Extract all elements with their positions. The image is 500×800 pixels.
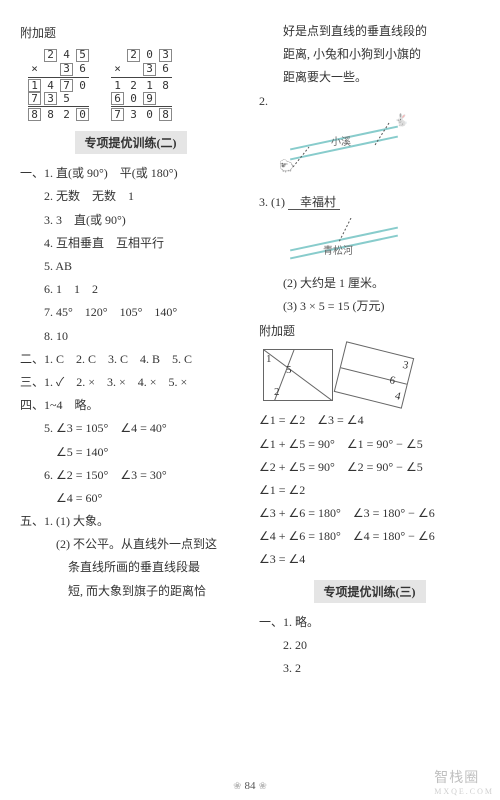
times-sign: × <box>111 62 124 76</box>
river-diagram: 青松河 <box>279 218 409 268</box>
digit-box: 3 <box>60 63 73 76</box>
answer-line: (2) 大约是 1 厘米。 <box>259 274 480 293</box>
angle-label: 2 <box>274 386 280 398</box>
continuation-line: 距离, 小兔和小狗到小旗的 <box>259 45 480 64</box>
angle-label: 1 <box>266 353 272 365</box>
answer-line: 五、1. (1) 大象。 <box>20 512 241 531</box>
rectangle-right: 3 6 4 <box>334 342 415 409</box>
digit-box: 7 <box>111 108 124 121</box>
training-3-heading: 专项提优训练(三) <box>314 580 426 603</box>
answer-line: ∠5 = 140° <box>20 443 241 462</box>
right-column: 好是点到直线的垂直线段的 距离, 小兔和小狗到小旗的 距离要大一些。 2. 小溪… <box>259 20 480 760</box>
appendix-heading-left: 附加题 <box>20 24 241 41</box>
answer-line: 5. ∠3 = 105° ∠4 = 40° <box>20 419 241 438</box>
answer-line: 二、1. C 2. C 3. C 4. B 5. C <box>20 350 241 369</box>
continuation-line: 好是点到直线的垂直线段的 <box>259 22 480 41</box>
answer-line: 4. 互相垂直 互相平行 <box>20 234 241 253</box>
left-column: 附加题 245 ×36 1470 735 8820 203 ×36 1218 6… <box>20 20 241 760</box>
answer-line: 四、1~4 略。 <box>20 396 241 415</box>
equation-line: ∠1 + ∠5 = 90° ∠1 = 90° − ∠5 <box>259 435 480 454</box>
answer-line: 一、1. 略。 <box>259 613 480 632</box>
question-3-1: 3. (1) 幸福村 <box>259 193 480 212</box>
appendix-heading-right: 附加题 <box>259 322 480 339</box>
digit-box: 2 <box>44 49 57 62</box>
mult-problem-1: 245 ×36 1470 735 8820 <box>28 49 89 121</box>
equation-line: ∠2 + ∠5 = 90° ∠2 = 90° − ∠5 <box>259 458 480 477</box>
digit-box: 7 <box>60 79 73 92</box>
digit-box: 8 <box>159 108 172 121</box>
times-sign: × <box>28 62 41 76</box>
digit-box: 3 <box>159 49 172 62</box>
answer-line: ∠4 = 60° <box>20 489 241 508</box>
equation-line: ∠1 = ∠2 ∠3 = ∠4 <box>259 411 480 430</box>
angle-label: 5 <box>286 364 292 376</box>
answer-line: (3) 3 × 5 = 15 (万元) <box>259 297 480 316</box>
answer-line: 2. 20 <box>259 636 480 655</box>
equation-line: ∠3 + ∠6 = 180° ∠3 = 180° − ∠6 <box>259 504 480 523</box>
answer-line: 一、1. 直(或 90°) 平(或 180°) <box>20 164 241 183</box>
training-2-heading: 专项提优训练(二) <box>75 131 187 154</box>
digit-box: 0 <box>76 108 89 121</box>
equation-line: ∠3 = ∠4 <box>259 550 480 569</box>
digit-box: 3 <box>44 92 57 105</box>
equation-line: ∠1 = ∠2 <box>259 481 480 500</box>
answer-line: 6. ∠2 = 150° ∠3 = 30° <box>20 466 241 485</box>
perpendicular-lines-icon <box>279 117 409 187</box>
watermark: 智栈圈 MXQE.COM <box>434 767 494 796</box>
watermark-text: 智栈圈 <box>434 771 479 786</box>
answer-line: 7. 45° 120° 105° 140° <box>20 303 241 322</box>
digit-box: 5 <box>76 49 89 62</box>
multiplication-problems: 245 ×36 1470 735 8820 203 ×36 1218 609 7… <box>28 49 241 121</box>
rectangle-left: 1 2 5 <box>263 349 333 401</box>
mult-problem-2: 203 ×36 1218 609 7308 <box>111 49 172 121</box>
digit-box: 3 <box>143 63 156 76</box>
angle-rectangles: 1 2 5 3 6 4 <box>263 349 480 401</box>
stream-diagram: 小溪 🐇 🐑 <box>279 117 409 187</box>
answer-line: (2) 不公平。从直线外一点到这 <box>20 535 241 554</box>
digit-box: 2 <box>127 49 140 62</box>
answer-line: 6. 1 1 2 <box>20 280 241 299</box>
digit-box: 9 <box>143 92 156 105</box>
answer-line: 短, 而大象到旗子的距离恰 <box>20 582 241 601</box>
answer-line: 8. 10 <box>20 327 241 346</box>
equation-line: ∠4 + ∠6 = 180° ∠4 = 180° − ∠6 <box>259 527 480 546</box>
answer-line: 三、1. ✓ 2. × 3. × 4. × 5. × <box>20 373 241 392</box>
answer-line: 5. AB <box>20 257 241 276</box>
answer-line: 3. 3 直(或 90°) <box>20 211 241 230</box>
digit-box: 7 <box>28 92 41 105</box>
answer-line: 条直线所画的垂直线段最 <box>20 558 241 577</box>
continuation-line: 距离要大一些。 <box>259 68 480 87</box>
page: 附加题 245 ×36 1470 735 8820 203 ×36 1218 6… <box>0 0 500 800</box>
answer-line: 2. 无数 无数 1 <box>20 187 241 206</box>
digit-box: 6 <box>111 92 124 105</box>
lucky-village-label: 幸福村 <box>288 195 340 210</box>
question-2: 2. <box>259 92 480 111</box>
digit-box: 8 <box>28 108 41 121</box>
diagonal-lines-icon <box>335 343 413 408</box>
perpendicular-line-icon <box>279 218 409 268</box>
answer-line: 3. 2 <box>259 659 480 678</box>
watermark-url: MXQE.COM <box>434 787 494 796</box>
digit-box: 1 <box>28 79 41 92</box>
page-number: 84 <box>224 778 276 794</box>
